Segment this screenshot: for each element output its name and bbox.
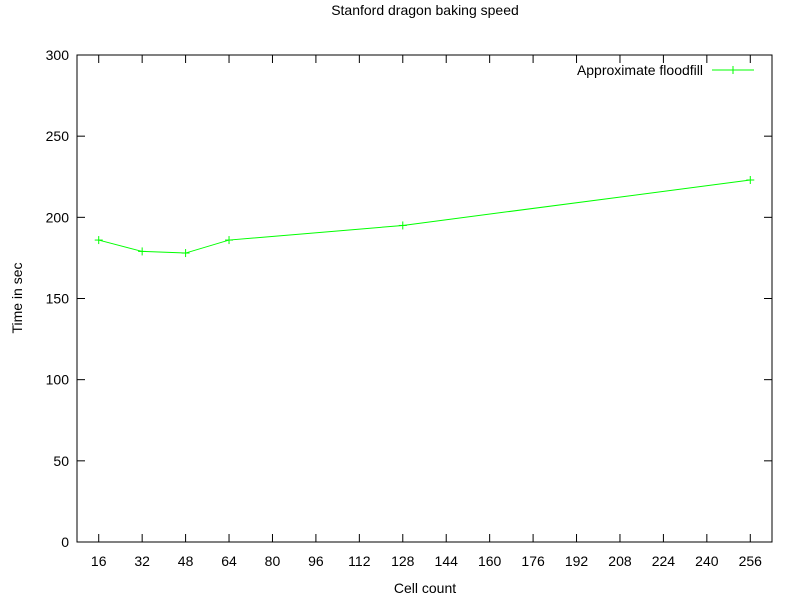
y-tick-label: 150 bbox=[46, 291, 70, 307]
y-tick-label: 100 bbox=[46, 372, 70, 388]
y-tick-label: 0 bbox=[61, 534, 69, 550]
x-tick-label: 64 bbox=[221, 553, 237, 569]
x-tick-label: 80 bbox=[265, 553, 281, 569]
y-axis-ticks: 0 50 100 150 200 250 300 bbox=[46, 47, 772, 550]
x-tick-label: 208 bbox=[608, 553, 632, 569]
series-line bbox=[98, 179, 751, 254]
legend-marker bbox=[729, 66, 737, 74]
data-point bbox=[138, 247, 147, 256]
series-layer bbox=[94, 175, 755, 258]
x-tick-label: 160 bbox=[478, 553, 502, 569]
x-tick-label: 16 bbox=[91, 553, 107, 569]
x-axis-ticks: 16 32 48 64 80 96 112 128 144 160 176 192 208 224 240 2… bbox=[91, 55, 762, 569]
x-axis-label: Cell count bbox=[394, 580, 456, 596]
x-tick-label: 176 bbox=[521, 553, 545, 569]
y-tick-label: 300 bbox=[46, 47, 70, 63]
x-tick-label: 192 bbox=[565, 553, 589, 569]
data-point bbox=[94, 236, 103, 245]
plot-frame bbox=[76, 54, 773, 543]
data-point bbox=[225, 236, 234, 245]
x-tick-label: 224 bbox=[652, 553, 676, 569]
x-tick-label: 48 bbox=[178, 553, 194, 569]
data-point bbox=[181, 249, 190, 258]
x-tick-label: 240 bbox=[695, 553, 719, 569]
x-tick-label: 256 bbox=[739, 553, 763, 569]
y-tick-label: 200 bbox=[46, 209, 70, 225]
x-tick-label: 144 bbox=[435, 553, 459, 569]
y-tick-label: 250 bbox=[46, 128, 70, 144]
legend-label: Approximate floodfill bbox=[577, 62, 703, 78]
data-point bbox=[746, 175, 755, 184]
x-tick-label: 128 bbox=[391, 553, 415, 569]
chart-title: Stanford dragon baking speed bbox=[331, 2, 519, 18]
legend: Approximate floodfill bbox=[577, 62, 754, 78]
data-point bbox=[398, 221, 407, 230]
y-axis-label: Time in sec bbox=[9, 262, 25, 333]
x-tick-label: 32 bbox=[134, 553, 150, 569]
x-tick-label: 96 bbox=[308, 553, 324, 569]
y-tick-label: 50 bbox=[53, 453, 69, 469]
x-tick-label: 112 bbox=[348, 553, 371, 569]
